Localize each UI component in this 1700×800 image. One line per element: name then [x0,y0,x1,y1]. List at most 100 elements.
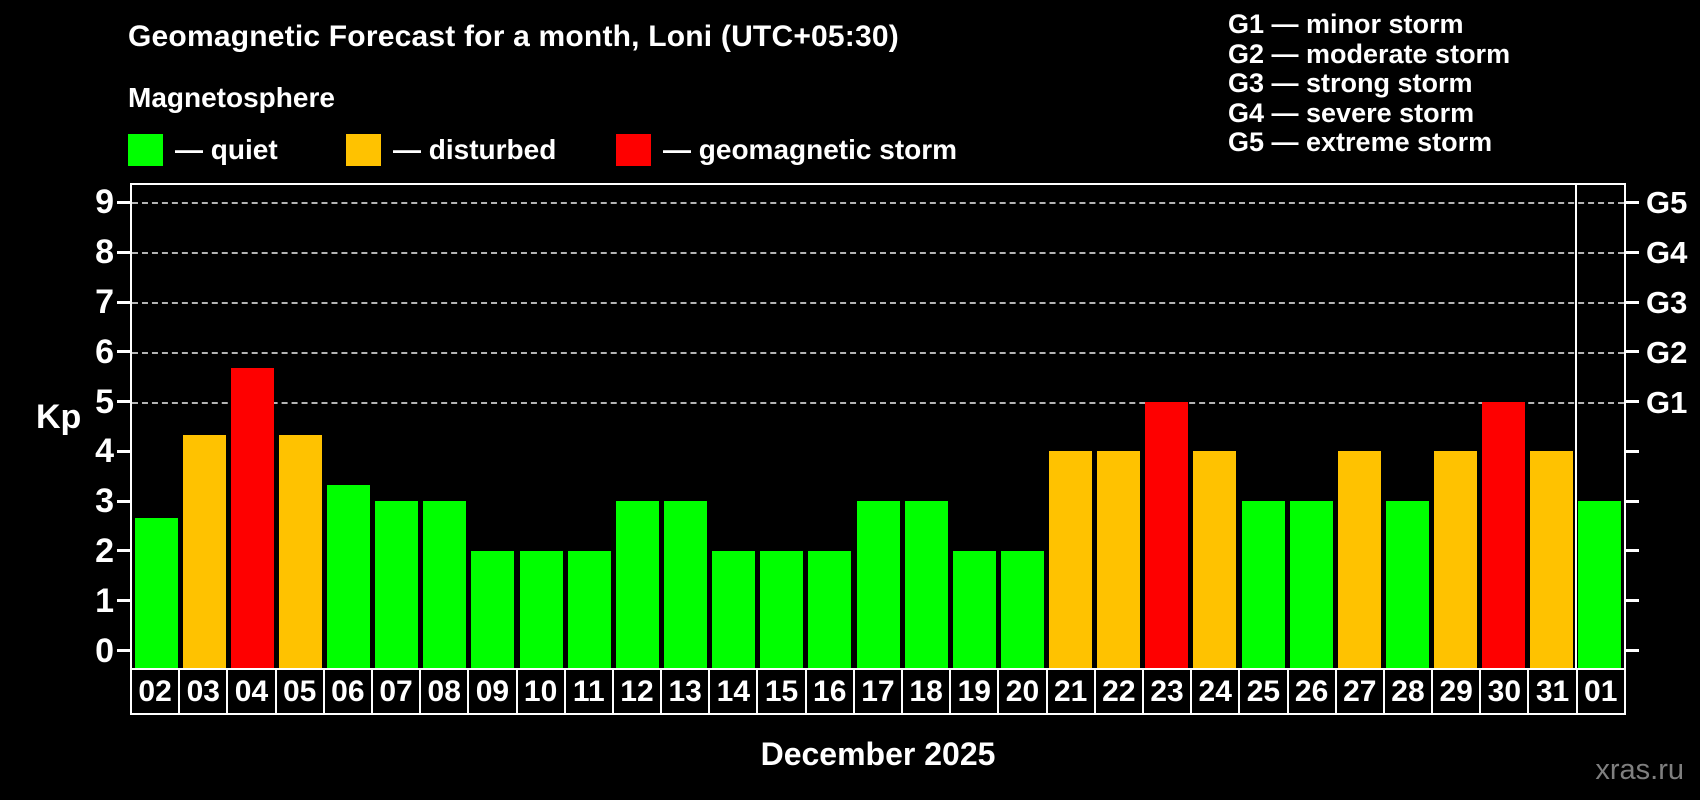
day-label-19: 19 [949,668,1000,715]
x-axis-day-labels: 02 03 04 05 06 07 08 09 10 11 12 13 14 15 16 17 18 19 20 21… [130,668,1626,715]
day-label-13: 13 [660,668,711,715]
month-boundary-line [1574,185,1577,668]
kp-bar-day-31 [1530,451,1574,668]
day-label-24: 24 [1190,668,1241,715]
legend-item-storm: — geomagnetic storm [616,132,957,168]
storm-color-swatch [616,134,651,166]
legend-item-disturbed: — disturbed [346,132,556,168]
day-label-05: 05 [274,668,325,715]
day-label-20: 20 [997,668,1048,715]
day-label-16: 16 [804,668,855,715]
right-tick-kp1 [1626,599,1639,603]
kp-bar-day-29 [1434,451,1478,668]
g-tick-label-g4: G4 [1646,235,1688,271]
kp-bar-day-17 [856,501,900,668]
gridline-kp9 [132,202,1624,205]
kp-bar-day-24 [1193,451,1237,668]
day-label-04: 04 [226,668,277,715]
day-label-10: 10 [515,668,566,715]
y-tick-label-6: 6 [95,332,114,371]
legend-item-quiet: — quiet [128,132,278,168]
kp-bar-day-28 [1385,501,1429,668]
y-tick-label-1: 1 [95,581,114,620]
magnetosphere-label: Magnetosphere [128,82,335,113]
legend-label-disturbed: — disturbed [393,134,557,165]
g-tick-label-g5: G5 [1646,185,1688,221]
left-tick-kp1 [117,599,130,603]
g-tick-label-g2: G2 [1646,334,1688,370]
g-tick-label-g3: G3 [1646,285,1688,320]
kp-bar-day-15 [760,551,804,668]
kp-bar-day-05 [278,434,322,668]
g-scale-row-g3: G3 — strong storm [1228,68,1473,98]
kp-bar-day-10 [519,551,563,668]
kp-bar-day-08 [423,501,467,668]
y-tick-label-9: 9 [95,183,114,222]
kp-bar-day-20 [1000,551,1044,668]
day-label-27: 27 [1334,668,1385,715]
chart-title: Geomagnetic Forecast for a month, Loni (… [128,20,899,53]
g-scale-legend: G1 — minor storm G2 — moderate storm G3 … [1228,9,1510,158]
y-tick-label-3: 3 [95,482,114,521]
day-label-09: 09 [467,668,518,715]
kp-bar-day-19 [952,551,996,668]
right-tick-kp3 [1626,499,1639,503]
gridline-kp8 [132,252,1624,255]
right-tick-kp2 [1626,549,1639,553]
x-axis-title: December 2025 [760,736,996,772]
day-label-18: 18 [901,668,952,715]
left-tick-kp6 [117,350,130,354]
right-tick-kp6 [1626,350,1639,354]
quiet-color-swatch [128,134,163,166]
day-label-14: 14 [708,668,759,715]
day-label-07: 07 [370,668,422,715]
day-label-15: 15 [756,668,807,715]
day-label-06: 06 [322,668,373,715]
kp-bar-day-27 [1337,451,1381,668]
day-label-23: 23 [1141,668,1193,715]
gridline-kp5 [132,401,1624,404]
y-tick-label-8: 8 [95,233,114,272]
y-tick-label-2: 2 [95,531,114,570]
kp-bar-day-13 [663,501,707,668]
day-label-29: 29 [1431,668,1482,715]
left-tick-kp7 [117,300,130,304]
kp-bar-day-04 [230,368,274,668]
watermark: xras.ru [1595,754,1684,786]
right-tick-kp0 [1626,649,1639,653]
kp-bar-day-18 [904,501,948,668]
day-label-02: 02 [130,668,181,715]
y-tick-label-0: 0 [95,631,114,670]
kp-bar-day-02 [134,517,178,668]
left-tick-kp0 [117,649,130,653]
legend-label-quiet: — quiet [175,134,278,165]
kp-bar-day-01 [1578,501,1622,668]
kp-bar-day-30 [1482,401,1526,668]
kp-bar-day-07 [375,501,419,668]
day-label-17: 17 [852,668,903,715]
kp-bar-day-23 [1145,401,1189,668]
kp-bar-day-25 [1241,501,1285,668]
day-label-28: 28 [1382,668,1434,715]
day-label-30: 30 [1479,668,1530,715]
kp-bar-day-06 [327,484,371,668]
gridline-kp6 [132,351,1624,354]
legend-label-storm: — geomagnetic storm [663,134,958,165]
left-tick-kp4 [117,449,130,453]
day-label-12: 12 [611,668,663,715]
y-tick-label-5: 5 [95,382,114,421]
left-tick-kp9 [117,200,130,204]
kp-bar-day-11 [567,551,611,668]
disturbed-color-swatch [346,134,381,166]
day-label-01: 01 [1575,668,1626,715]
g-scale-row-g4: G4 — severe storm [1228,97,1475,128]
left-tick-kp2 [117,549,130,553]
right-tick-kp7 [1626,300,1639,304]
day-label-03: 03 [178,668,229,715]
day-label-26: 26 [1286,668,1337,715]
y-tick-label-7: 7 [95,283,114,321]
plot-area [130,183,1626,668]
kp-bar-day-09 [471,551,515,668]
right-tick-kp9 [1626,200,1639,204]
